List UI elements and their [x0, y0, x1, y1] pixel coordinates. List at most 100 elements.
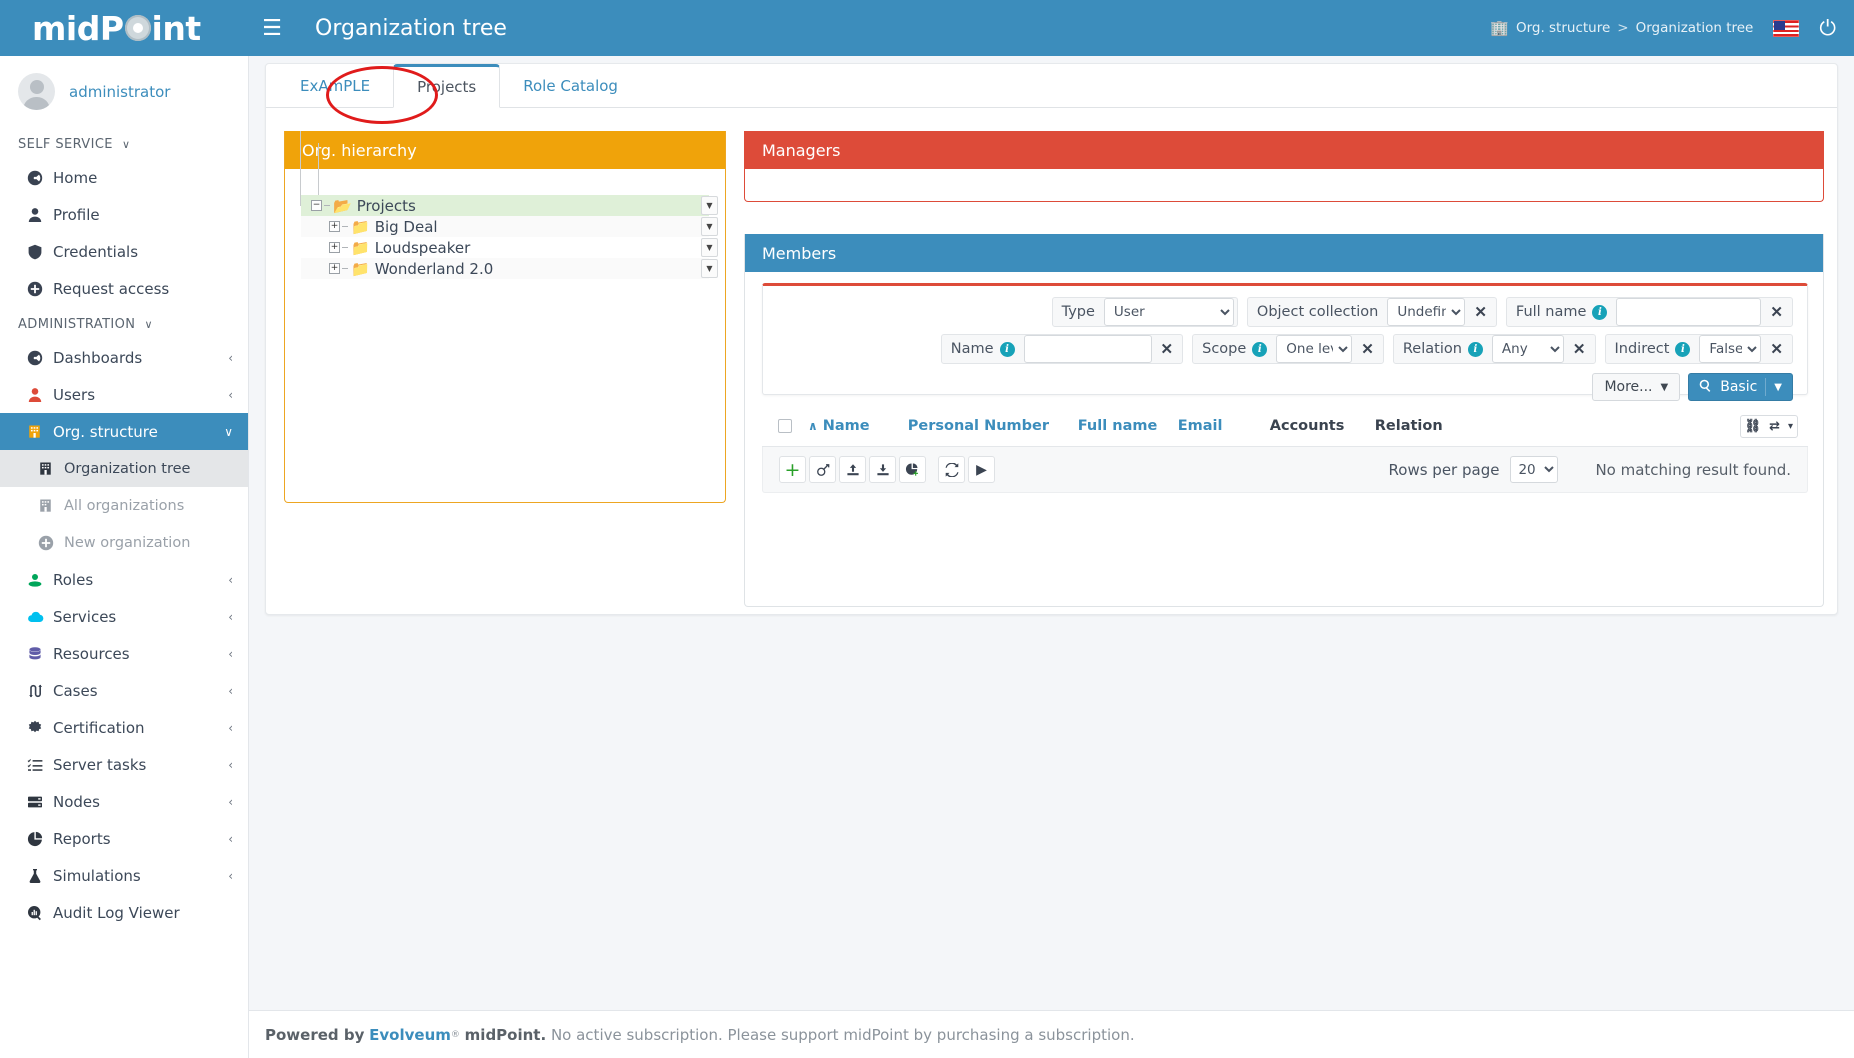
clear-full-name-icon[interactable]: ✕: [1761, 305, 1792, 320]
sidebar-item-label: Certification: [53, 718, 145, 737]
tab-example[interactable]: ExAmPLE: [300, 77, 371, 95]
sidebar-item-audit-log-viewer[interactable]: Audit Log Viewer: [0, 894, 248, 931]
add-member-button[interactable]: +: [779, 456, 806, 483]
sidebar-item-home[interactable]: Home: [0, 159, 248, 196]
collapse-icon[interactable]: −: [311, 200, 322, 211]
swap-icon[interactable]: ⇄: [1769, 418, 1780, 434]
database-icon: [27, 646, 53, 662]
scope-select[interactable]: One level: [1276, 335, 1353, 363]
basic-button-label: Basic: [1720, 379, 1758, 395]
clear-scope-icon[interactable]: ✕: [1352, 342, 1383, 357]
expand-icon[interactable]: +: [329, 263, 340, 274]
assign-button[interactable]: [809, 456, 836, 483]
sort-asc-icon[interactable]: ∧: [808, 419, 818, 433]
clear-relation-icon[interactable]: ✕: [1564, 342, 1595, 357]
sidebar-section-self-service[interactable]: SELF SERVICE ∨: [0, 127, 248, 159]
play-button[interactable]: ▶: [968, 456, 995, 483]
us-flag-icon[interactable]: [1773, 19, 1800, 37]
sidebar-item-dashboards[interactable]: Dashboards ‹: [0, 339, 248, 376]
sidebar-item-certification[interactable]: Certification ‹: [0, 709, 248, 746]
expand-icon[interactable]: +: [329, 242, 340, 253]
more-button[interactable]: More... ▼: [1592, 373, 1681, 401]
type-select[interactable]: User: [1103, 298, 1234, 326]
info-icon[interactable]: i: [1252, 341, 1268, 357]
caret-down-icon[interactable]: ▼: [701, 259, 718, 278]
info-icon[interactable]: i: [999, 341, 1015, 357]
tree-node-loudspeaker[interactable]: + 📁 Loudspeaker ▼: [301, 237, 718, 258]
filter-label: Relation: [1402, 341, 1462, 357]
indirect-select[interactable]: False: [1699, 335, 1762, 363]
chevron-left-icon: ‹: [228, 387, 233, 402]
relation-select[interactable]: Any: [1491, 335, 1564, 363]
sidebar-item-server-tasks[interactable]: Server tasks ‹: [0, 746, 248, 783]
sidebar-item-all-organizations[interactable]: All organizations: [0, 487, 248, 524]
caret-down-icon[interactable]: ▼: [701, 217, 718, 236]
sidebar-item-cases[interactable]: Cases ‹: [0, 672, 248, 709]
sidebar-user[interactable]: administrator: [0, 56, 248, 127]
empty-result-message: No matching result found.: [1595, 460, 1791, 479]
sidebar-item-request-access[interactable]: Request access: [0, 270, 248, 307]
name-input[interactable]: [1023, 335, 1152, 363]
caret-down-icon[interactable]: ▼: [701, 238, 718, 257]
evolveum-link[interactable]: Evolveum: [369, 1025, 451, 1044]
column-header-name[interactable]: Name: [822, 418, 870, 434]
unlink-icon[interactable]: ⛓: [1744, 418, 1762, 434]
tab-projects[interactable]: Projects: [393, 64, 501, 108]
clear-object-collection-icon[interactable]: ✕: [1465, 305, 1496, 320]
recompute-button[interactable]: [899, 456, 926, 483]
basic-search-button[interactable]: Basic ▼: [1688, 373, 1793, 401]
expand-icon[interactable]: +: [329, 221, 340, 232]
tab-role-catalog[interactable]: Role Catalog: [523, 77, 618, 95]
exchange-icon: [27, 683, 53, 699]
sidebar-section-label: ADMINISTRATION: [18, 317, 136, 332]
info-icon[interactable]: i: [1467, 341, 1483, 357]
sidebar-item-profile[interactable]: Profile: [0, 196, 248, 233]
info-icon[interactable]: i: [1675, 341, 1691, 357]
refresh-button[interactable]: [938, 456, 965, 483]
sidebar-item-nodes[interactable]: Nodes ‹: [0, 783, 248, 820]
rows-per-page-select[interactable]: 20: [1510, 456, 1559, 483]
clear-indirect-icon[interactable]: ✕: [1761, 342, 1792, 357]
sidebar-item-resources[interactable]: Resources ‹: [0, 635, 248, 672]
sidebar-item-roles[interactable]: Roles ‹: [0, 561, 248, 598]
breadcrumb-parent[interactable]: Org. structure: [1515, 20, 1611, 36]
column-header-full-name[interactable]: Full name: [1077, 418, 1158, 434]
table-header-row: ∧ Name Personal Number Full name Email A…: [762, 406, 1808, 447]
sidebar-item-reports[interactable]: Reports ‹: [0, 820, 248, 857]
filter-label: Scope: [1202, 341, 1247, 357]
sidebar-item-users[interactable]: Users ‹: [0, 376, 248, 413]
tree-node-wonderland[interactable]: + 📁 Wonderland 2.0 ▼: [301, 258, 718, 279]
sidebar-section-administration[interactable]: ADMINISTRATION ∨: [0, 307, 248, 339]
sidebar-item-services[interactable]: Services ‹: [0, 598, 248, 635]
search-buttons: More... ▼ Basic ▼: [763, 373, 1807, 401]
download-button[interactable]: [869, 456, 896, 483]
breadcrumb-separator: >: [1617, 20, 1629, 36]
sidebar-item-new-organization[interactable]: New organization: [0, 524, 248, 561]
info-icon[interactable]: i: [1592, 304, 1608, 320]
tree-node-big-deal[interactable]: + 📁 Big Deal ▼: [301, 216, 718, 237]
power-icon[interactable]: ⏻: [1819, 15, 1836, 40]
column-header-email[interactable]: Email: [1177, 418, 1223, 434]
sidebar-item-credentials[interactable]: Credentials: [0, 233, 248, 270]
cloud-icon: [27, 609, 53, 625]
hamburger-icon[interactable]: ☰: [262, 15, 282, 41]
caret-down-icon[interactable]: ▾: [1787, 420, 1793, 432]
divider: [1765, 378, 1767, 396]
select-all-checkbox[interactable]: [762, 419, 808, 433]
clear-name-icon[interactable]: ✕: [1152, 342, 1183, 357]
tasks-icon: [27, 757, 53, 773]
sidebar-item-organization-tree[interactable]: Organization tree: [0, 450, 248, 487]
caret-down-icon[interactable]: ▼: [701, 196, 718, 215]
tree-node-label: Wonderland 2.0: [374, 259, 494, 278]
upload-button[interactable]: [839, 456, 866, 483]
sidebar-item-simulations[interactable]: Simulations ‹: [0, 857, 248, 894]
object-collection-select[interactable]: Undefined: [1387, 298, 1466, 326]
breadcrumb-current[interactable]: Organization tree: [1635, 20, 1754, 36]
sidebar-item-label: Audit Log Viewer: [53, 903, 180, 922]
tree-node-projects[interactable]: − 📂 Projects ▼: [301, 195, 718, 216]
full-name-input[interactable]: [1616, 298, 1762, 326]
filter-type: Type User: [1051, 297, 1238, 327]
column-header-personal-number[interactable]: Personal Number: [907, 418, 1050, 434]
sidebar-item-org-structure[interactable]: Org. structure ∨: [0, 413, 248, 450]
